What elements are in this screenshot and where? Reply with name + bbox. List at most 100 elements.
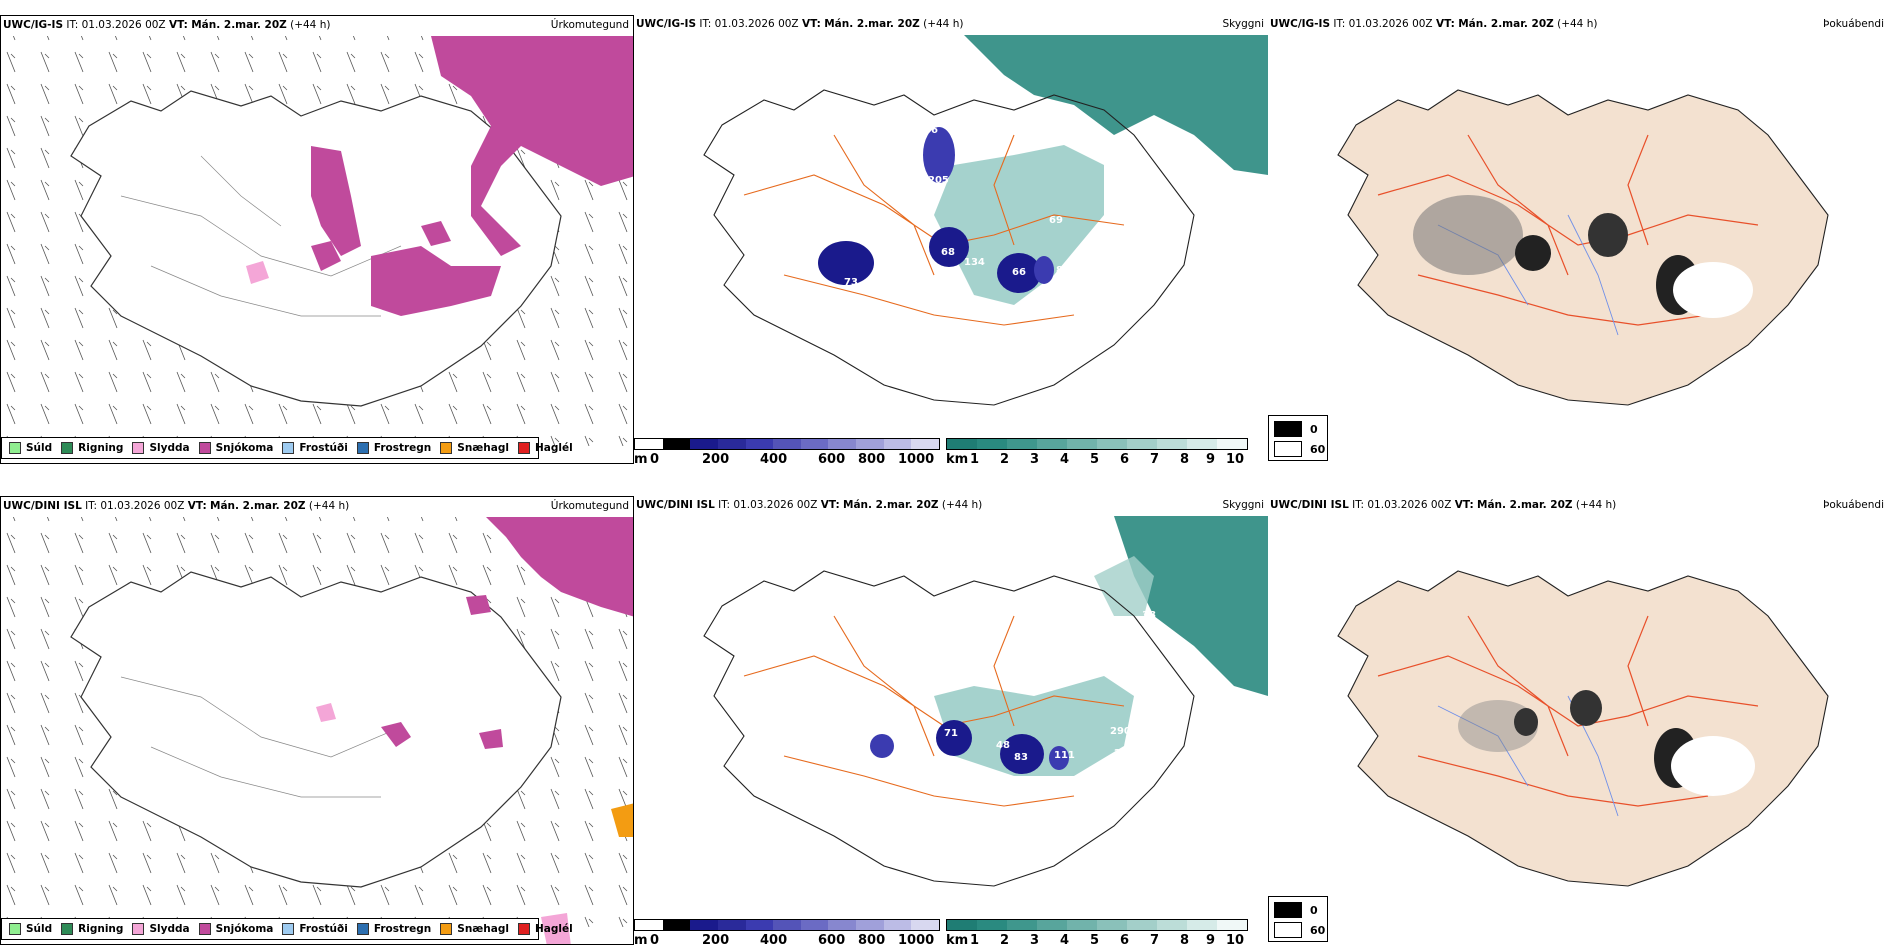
colorbar-tick: 4 <box>1060 933 1070 945</box>
cloud-label: 134 <box>964 257 985 268</box>
snow-area <box>486 517 633 617</box>
colorbar-unit: m <box>634 452 648 464</box>
cloud-label: 290 <box>1110 726 1131 737</box>
precip-panel-row2: UWC/DINI ISL IT: 01.03.2026 00Z VT: Mán.… <box>0 496 634 945</box>
cloud-map <box>703 516 1268 887</box>
panel-header: UWC/IG-IS IT: 01.03.2026 00Z VT: Mán. 2.… <box>1270 18 1598 30</box>
legend-swatch-black <box>1274 421 1302 437</box>
colorbar-tick: 800 <box>858 452 886 464</box>
colorbar-unit: km <box>946 452 969 464</box>
legend-label: 60 <box>1310 442 1326 456</box>
colorbar-tick: 1000 <box>898 933 935 945</box>
cloud-label: 337 <box>1108 240 1129 251</box>
colorbar-tick: 0 <box>650 452 660 464</box>
legend-swatch-black <box>1274 902 1302 918</box>
snow-area <box>431 36 633 256</box>
legend-item: Snjókoma <box>198 923 273 935</box>
legend-item: Frostúði <box>282 923 348 935</box>
cloud-map <box>703 35 1268 406</box>
colorbar-tick: 8 <box>1180 452 1190 464</box>
panel-header: UWC/DINI ISL IT: 01.03.2026 00Z VT: Mán.… <box>3 500 350 512</box>
colorbar-tick: 200 <box>702 933 730 945</box>
panel-title: Þokuábendi <box>1823 18 1884 30</box>
legend-item: Slydda <box>132 923 190 935</box>
cloud-label: 38 <box>1142 610 1156 621</box>
legend-item: Rigning <box>61 442 123 454</box>
legend-label: 0 <box>1310 903 1318 917</box>
colorbar-unit: km <box>946 933 969 945</box>
legend-swatch <box>198 923 211 935</box>
cloud-label: 48 <box>996 740 1010 751</box>
legend-swatch <box>198 442 211 454</box>
legend-swatch <box>282 923 295 935</box>
legend-item: Haglél <box>517 923 573 935</box>
colorbar-tick: 800 <box>858 933 886 945</box>
fog-map <box>1337 570 1829 887</box>
legend-item: Rigning <box>61 923 123 935</box>
cloud-label: 89 <box>1056 265 1070 276</box>
colorbar-tick: 200 <box>702 452 730 464</box>
legend-item: Frostúði <box>282 442 348 454</box>
legend-swatch <box>9 923 21 935</box>
legend-item: Snjókoma <box>198 442 273 454</box>
colorbar-tick: 4 <box>1060 452 1070 464</box>
cloud-label: 205 <box>928 175 949 186</box>
fog-panel-row2: UWC/DINI ISL IT: 01.03.2026 00Z VT: Mán.… <box>1268 496 1900 945</box>
legend-item: Snæhagl <box>440 442 509 454</box>
panel-title: Skyggni <box>1222 499 1265 511</box>
cloud-panel-row2: UWC/DINI ISL IT: 01.03.2026 00Z VT: Mán.… <box>634 496 1268 945</box>
iceland-outline <box>70 571 562 888</box>
colorbar-tick: 7 <box>1150 933 1160 945</box>
legend-swatch <box>61 923 74 935</box>
visibility-colorbar: km 1 2 3 4 5 6 7 8 9 10 <box>946 438 1248 464</box>
fog-legend: 0 60 <box>1268 896 1328 942</box>
legend-swatch-white <box>1274 922 1302 938</box>
cloud-label: 75 <box>890 251 904 262</box>
cloud-label: 83 <box>1014 752 1028 763</box>
cloud-label: 66 <box>1012 267 1026 278</box>
cloud-base-colorbar: m 0 200 400 600 800 1000 <box>634 919 940 945</box>
precip-map <box>1 36 633 446</box>
legend-swatch <box>440 442 453 454</box>
legend-swatch <box>61 442 74 454</box>
iceland-outline <box>703 89 1195 406</box>
cloud-label: 4 <box>910 363 917 374</box>
legend-swatch <box>440 923 453 935</box>
legend-swatch <box>132 923 145 935</box>
legend-item: Slydda <box>132 442 190 454</box>
legend-swatch <box>356 923 369 935</box>
colorbar-tick: 6 <box>1120 933 1130 945</box>
panel-header: UWC/IG-IS IT: 01.03.2026 00Z VT: Mán. 2.… <box>3 19 331 31</box>
legend-label: 0 <box>1310 422 1318 436</box>
cloud-base-colorbar: m 0 200 400 600 800 1000 <box>634 438 940 464</box>
cloud-label: 68 <box>941 247 955 258</box>
legend-item: Snæhagl <box>440 923 509 935</box>
legend-item: Frostregn <box>356 923 431 935</box>
panel-title: Skyggni <box>1222 18 1265 30</box>
cloud-label: 186 <box>1114 265 1135 276</box>
colorbar-tick: 10 <box>1226 452 1245 464</box>
cloud-label: 230 <box>1114 748 1135 759</box>
panel-title: Þokuábendi <box>1823 499 1884 511</box>
panel-header: UWC/DINI ISL IT: 01.03.2026 00Z VT: Mán.… <box>636 499 983 511</box>
panel-header: UWC/IG-IS IT: 01.03.2026 00Z VT: Mán. 2.… <box>636 18 964 30</box>
cloud-panel-row1: UWC/IG-IS IT: 01.03.2026 00Z VT: Mán. 2.… <box>634 15 1268 464</box>
precip-panel-row1: UWC/IG-IS IT: 01.03.2026 00Z VT: Mán. 2.… <box>0 15 634 464</box>
colorbar-tick: 1 <box>970 452 980 464</box>
iceland-outline <box>1337 89 1829 406</box>
colorbar-tick: 2 <box>1000 452 1010 464</box>
legend-item: Haglél <box>517 442 573 454</box>
fog-panel-row1: UWC/IG-IS IT: 01.03.2026 00Z VT: Mán. 2.… <box>1268 15 1900 464</box>
colorbar-tick: 5 <box>1090 452 1100 464</box>
colorbar-tick: 3 <box>1030 933 1040 945</box>
colorbar-tick: 400 <box>760 452 788 464</box>
colorbar-tick: 10 <box>1226 933 1245 945</box>
precip-map <box>1 517 633 944</box>
legend-item: Súld <box>9 923 52 935</box>
iceland-outline <box>1337 570 1829 887</box>
fog-map <box>1337 89 1829 406</box>
legend-item: Súld <box>9 442 52 454</box>
colorbar-tick: 9 <box>1206 933 1216 945</box>
cloud-label: 73 <box>844 277 858 288</box>
colorbar-tick: 600 <box>818 452 846 464</box>
